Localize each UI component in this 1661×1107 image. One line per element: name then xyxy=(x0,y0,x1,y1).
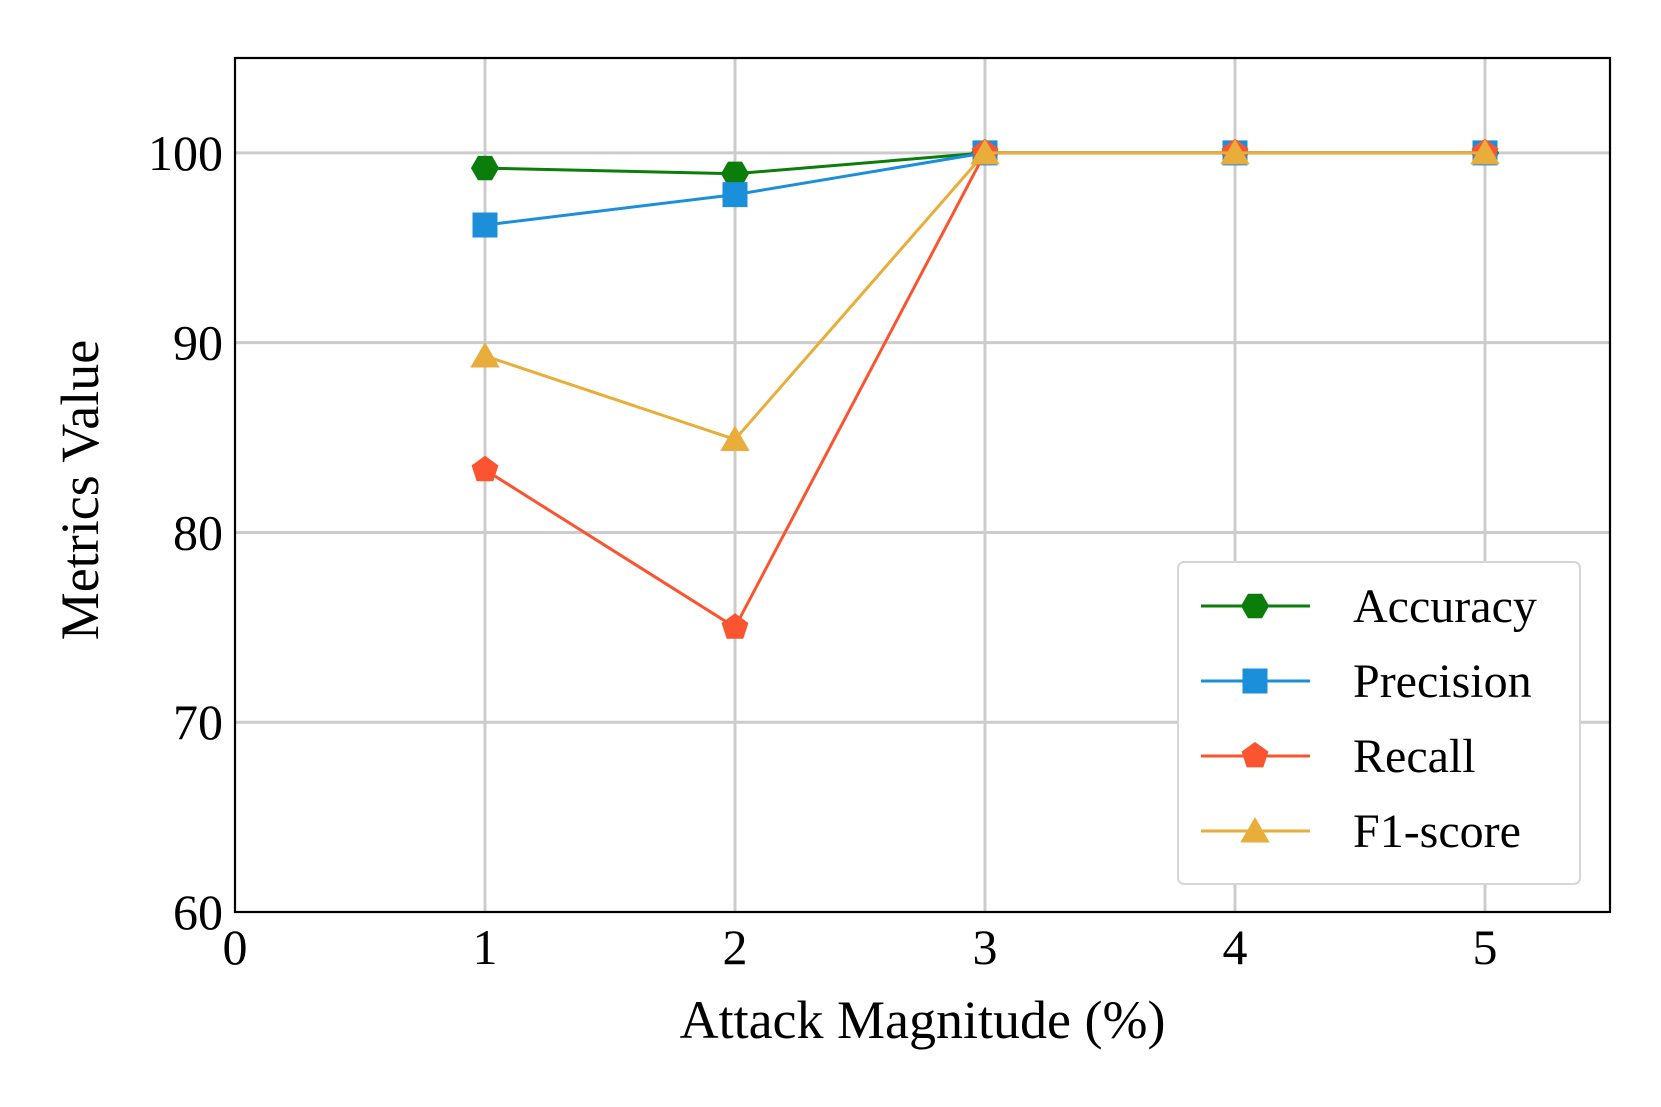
plot-series xyxy=(470,138,1500,639)
legend-entry-precision: Precision xyxy=(1201,655,1532,708)
series-f1-score xyxy=(470,138,1500,451)
y-axis-title: Metrics Value xyxy=(50,340,110,640)
legend-marker xyxy=(1242,668,1268,694)
tick-labels: 0 1 2 3 4 5 60 70 80 90 100 xyxy=(148,125,1498,975)
plot-frame xyxy=(233,56,1612,914)
legend-label: Recall xyxy=(1353,730,1476,783)
y-tick-label: 70 xyxy=(173,694,223,750)
legend-entry-f1-score: F1-score xyxy=(1201,805,1521,858)
precision-point xyxy=(472,212,498,238)
x-tick-label: 5 xyxy=(1473,919,1498,975)
y-tick-label: 80 xyxy=(173,504,223,560)
legend-marker xyxy=(1240,593,1270,619)
f1-score-point xyxy=(1470,138,1500,165)
f1-score-point xyxy=(970,138,1000,165)
y-tick-label: 100 xyxy=(148,125,223,181)
legend-marker xyxy=(1240,817,1270,843)
x-axis-title: Attack Magnitude (%) xyxy=(680,990,1166,1050)
recall-point xyxy=(471,455,499,482)
accuracy-point xyxy=(720,161,750,186)
f1-score-point xyxy=(720,425,750,451)
legend-box xyxy=(1177,561,1581,885)
legend-entry-recall: Recall xyxy=(1201,730,1476,783)
legend-label: Precision xyxy=(1353,655,1532,708)
x-tick-label: 3 xyxy=(973,919,998,975)
f1-score-point xyxy=(470,341,500,368)
recall-point xyxy=(721,613,749,639)
x-tick-label: 2 xyxy=(723,919,748,975)
y-tick-label: 90 xyxy=(173,315,223,371)
x-tick-label: 0 xyxy=(223,919,248,975)
f1-score-point xyxy=(1220,138,1250,165)
x-tick-label: 1 xyxy=(473,919,498,975)
accuracy-point xyxy=(470,155,500,181)
legend-label: F1-score xyxy=(1353,805,1521,858)
legend: Accuracy Precision Recall F1-score xyxy=(1177,561,1581,885)
x-tick-label: 4 xyxy=(1223,919,1248,975)
legend-label: Accuracy xyxy=(1353,580,1537,633)
y-tick-label: 60 xyxy=(173,884,223,940)
legend-marker xyxy=(1241,741,1269,768)
precision-point xyxy=(722,182,748,208)
legend-entry-accuracy: Accuracy xyxy=(1201,580,1537,633)
legend-entries: Accuracy Precision Recall F1-score xyxy=(1201,580,1537,858)
